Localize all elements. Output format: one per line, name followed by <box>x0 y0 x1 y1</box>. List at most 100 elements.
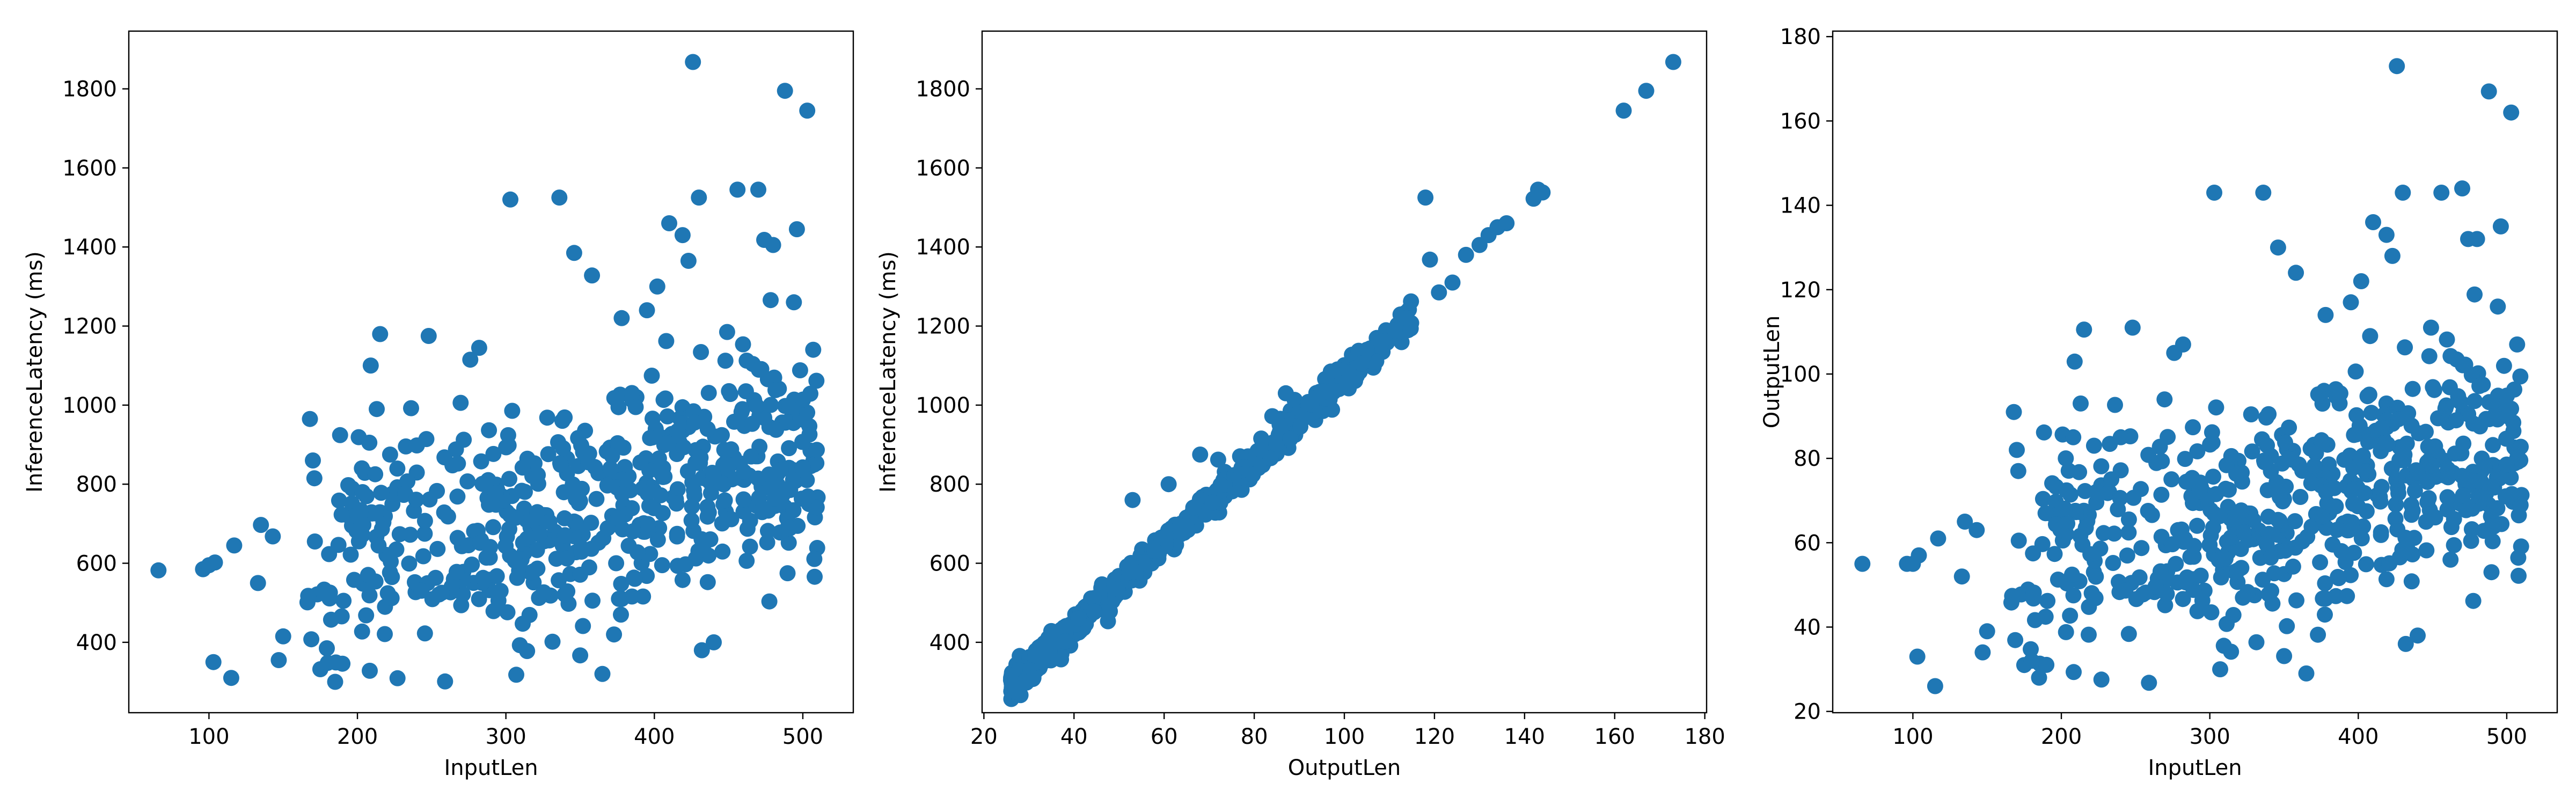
data-point <box>556 510 573 526</box>
data-point <box>751 489 767 506</box>
data-point <box>2107 397 2123 413</box>
data-point <box>568 491 584 507</box>
data-point <box>1160 476 1177 493</box>
data-point <box>2037 505 2054 522</box>
data-point <box>402 526 419 543</box>
data-point <box>680 253 697 269</box>
data-point <box>2160 429 2176 445</box>
data-point <box>777 83 793 99</box>
data-point <box>573 544 590 560</box>
data-point <box>1100 613 1116 630</box>
data-point <box>319 655 336 671</box>
data-point <box>2470 488 2487 504</box>
data-point <box>2510 550 2527 566</box>
data-point <box>2093 458 2110 474</box>
data-point <box>514 482 530 499</box>
data-point <box>2225 607 2242 623</box>
data-point <box>2465 592 2482 609</box>
data-point <box>794 459 811 475</box>
data-point <box>573 437 589 453</box>
y-tick-label: 400 <box>76 631 117 655</box>
data-point <box>2260 406 2277 422</box>
data-point <box>2156 391 2173 408</box>
data-point <box>2499 387 2515 404</box>
data-point <box>641 497 657 514</box>
data-point <box>532 525 548 542</box>
data-point <box>669 481 686 497</box>
data-point <box>765 237 781 253</box>
data-point <box>226 537 243 554</box>
data-point <box>2277 434 2293 451</box>
data-point <box>2439 489 2456 506</box>
data-point <box>742 513 758 529</box>
data-point <box>2502 469 2519 486</box>
data-point <box>327 674 343 690</box>
y-tick-label: 400 <box>930 631 970 655</box>
x-axis-label: OutputLen <box>1288 756 1401 780</box>
scatter-points <box>1002 54 1681 707</box>
data-point <box>1262 450 1279 466</box>
data-point <box>482 539 499 555</box>
data-point <box>809 442 825 458</box>
data-point <box>2492 218 2509 235</box>
data-point <box>421 491 438 508</box>
data-point <box>1417 189 1434 206</box>
data-point <box>2229 562 2246 579</box>
data-point <box>2081 626 2097 643</box>
data-point <box>2314 508 2330 525</box>
data-point <box>1086 603 1102 620</box>
x-tick-label: 200 <box>2041 724 2082 749</box>
data-point <box>1268 436 1285 452</box>
data-point <box>354 460 370 477</box>
data-point <box>2403 573 2420 590</box>
data-point <box>808 499 825 516</box>
data-point <box>788 221 805 238</box>
data-point <box>2039 592 2056 609</box>
data-point <box>429 540 446 557</box>
data-point <box>529 541 545 558</box>
data-point <box>399 473 416 489</box>
data-point <box>2328 381 2344 398</box>
y-tick-label: 1000 <box>916 393 970 418</box>
data-point <box>2285 558 2301 575</box>
data-point <box>2437 400 2454 416</box>
data-point <box>2006 404 2022 420</box>
data-point <box>497 538 514 554</box>
y-tick-label: 1800 <box>916 77 970 102</box>
data-point <box>2328 588 2344 604</box>
data-point <box>624 588 640 605</box>
data-point <box>331 492 347 509</box>
data-point <box>2512 452 2529 469</box>
data-point <box>408 492 425 508</box>
data-point <box>2260 525 2277 542</box>
data-point <box>649 278 665 295</box>
data-point <box>2485 437 2501 453</box>
scatter-points <box>1854 58 2530 694</box>
data-point <box>2389 58 2405 75</box>
data-point <box>2460 406 2477 422</box>
data-point <box>401 555 418 572</box>
data-point <box>2243 406 2259 423</box>
data-point <box>2513 438 2529 455</box>
data-point <box>2317 575 2333 591</box>
data-point <box>2031 669 2047 686</box>
data-point <box>1282 430 1299 447</box>
data-point <box>1909 648 1926 665</box>
data-point <box>785 502 802 518</box>
data-point <box>487 485 504 501</box>
data-point <box>659 408 676 425</box>
data-point <box>2418 423 2434 440</box>
data-point <box>792 362 808 378</box>
data-point <box>2201 537 2218 553</box>
data-point <box>2358 556 2374 573</box>
data-point <box>2046 546 2063 562</box>
data-point <box>2052 522 2069 538</box>
data-point <box>611 590 627 607</box>
data-point <box>2106 525 2123 542</box>
data-point <box>416 525 433 542</box>
data-point <box>2425 379 2441 396</box>
data-point <box>2409 464 2426 481</box>
data-point <box>509 569 525 586</box>
y-tick-label: 140 <box>1780 194 1821 218</box>
data-point <box>2447 445 2463 462</box>
